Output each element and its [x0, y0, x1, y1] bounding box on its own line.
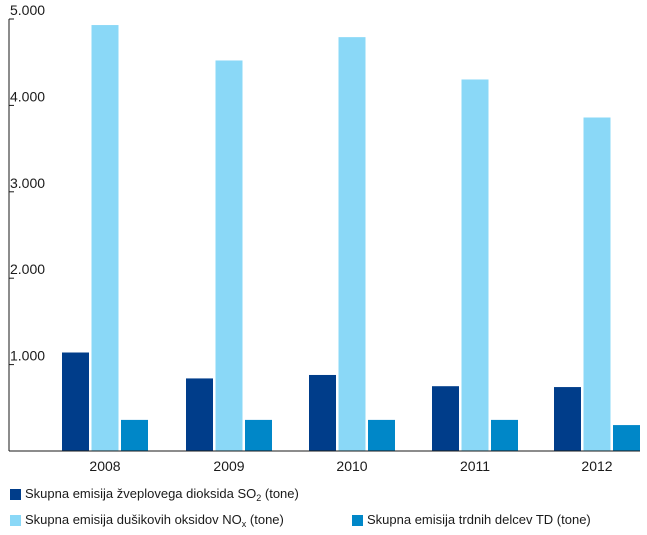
bar-nox-2012: [583, 117, 611, 451]
legend-label-nox: Skupna emisija dušikovih oksidov NOx (to…: [25, 512, 284, 529]
bar-nox-2010: [338, 37, 366, 451]
x-tick-label-2011: 2011: [460, 458, 490, 474]
x-tick-label-2009: 2009: [213, 458, 244, 474]
bar-td-2012: [613, 425, 640, 451]
bar-td-2010: [368, 419, 395, 451]
legend-item-nox: Skupna emisija dušikovih oksidov NOx (to…: [10, 512, 284, 529]
legend-swatch-nox: [10, 514, 21, 526]
bar-so2-2008: [62, 352, 89, 451]
bars-group: [62, 25, 640, 452]
legend: Skupna emisija žveplovega dioksida SO2 (…: [0, 486, 647, 531]
x-tick-label-2012: 2012: [581, 458, 612, 474]
y-tick-label: 3.000: [10, 175, 45, 191]
bar-so2-2012: [554, 387, 581, 451]
bar-td-2011: [491, 419, 518, 451]
y-axis: 1.000 2.000 3.000 4.000 5.000: [8, 2, 45, 451]
bar-so2-2011: [432, 386, 459, 451]
bar-nox-2008: [91, 25, 119, 451]
bar-so2-2009: [186, 378, 213, 451]
y-tick-label: 5.000: [10, 2, 45, 18]
x-tick-label-2008: 2008: [89, 458, 120, 474]
x-axis: 2008 2009 2010 2011 2012: [9, 450, 640, 474]
bar-nox-2011: [461, 79, 489, 451]
legend-item-td: Skupna emisija trdnih delcev TD (tone): [352, 512, 591, 528]
y-tick-label: 4.000: [10, 88, 45, 104]
y-tick-label: 2.000: [10, 261, 45, 277]
bar-td-2009: [245, 419, 272, 451]
legend-swatch-td: [352, 514, 363, 526]
legend-label-so2: Skupna emisija žveplovega dioksida SO2 (…: [25, 486, 299, 503]
bar-nox-2009: [215, 60, 243, 452]
y-tick-label: 1.000: [10, 348, 45, 364]
bar-so2-2010: [309, 374, 336, 451]
legend-item-so2: Skupna emisija žveplovega dioksida SO2 (…: [10, 486, 299, 503]
legend-label-td: Skupna emisija trdnih delcev TD (tone): [367, 512, 591, 527]
x-tick-label-2010: 2010: [336, 458, 367, 474]
legend-swatch-so2: [10, 488, 21, 500]
bar-td-2008: [121, 419, 148, 451]
